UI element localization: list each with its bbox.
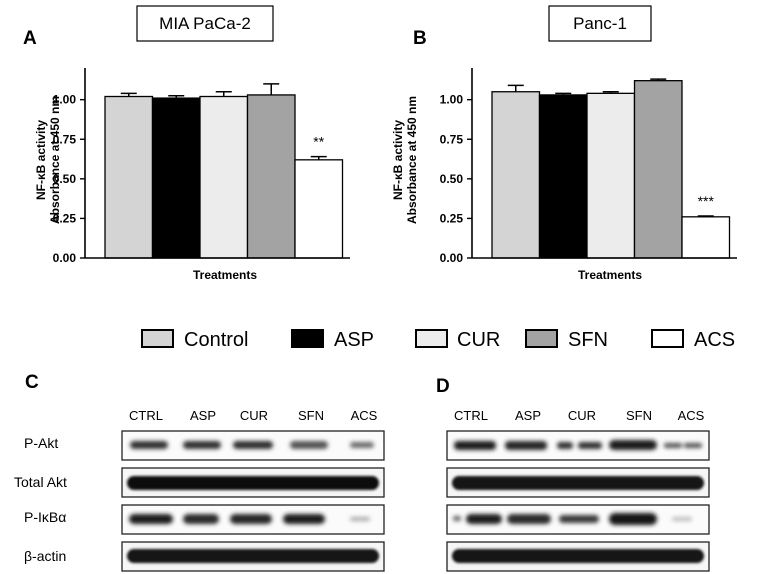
blot-d-row3-bands xyxy=(453,513,692,525)
blot-d-lane-asp: ASP xyxy=(515,408,541,423)
chart-a-ylabel-line1: NF-κB activity xyxy=(34,120,48,200)
blot-c-lane-cur: CUR xyxy=(240,408,268,423)
blot-band xyxy=(505,441,547,450)
blot-band-strip xyxy=(452,476,704,490)
blot-band xyxy=(230,514,272,524)
chart-b-ytick-label-3: 0.75 xyxy=(440,132,464,146)
blot-c-row3-bands xyxy=(129,514,370,524)
chart-b-ylabel-line1: NF-κB activity xyxy=(391,120,405,200)
blot-d-lane-cur: CUR xyxy=(568,408,596,423)
chart-a-ylabel-line2: Absorbance at 450 nm xyxy=(48,96,62,224)
chart-a-ytick-label-0: 0.00 xyxy=(53,251,77,265)
blot-c-lane-asp: ASP xyxy=(190,408,216,423)
legend-label-cur: CUR xyxy=(457,329,500,351)
blot-band-strip xyxy=(452,549,704,563)
blot-band xyxy=(466,514,502,524)
blot-c-row1-bands xyxy=(130,441,374,449)
blot-band xyxy=(454,441,496,450)
blot-band xyxy=(130,441,168,449)
chart-b-ytick-label-4: 1.00 xyxy=(440,93,464,107)
panel-letter-c: C xyxy=(25,372,39,393)
panel-letter-d: D xyxy=(436,376,450,397)
blot-band xyxy=(350,517,370,521)
chart-a: MIA PaCa-2 NF-κB activity Absorbance at … xyxy=(34,5,350,282)
chart-b: Panc-1 NF-κB activity Absorbance at 450 … xyxy=(391,5,737,282)
chart-b-ytick-label-0: 0.00 xyxy=(440,251,464,265)
western-blot-c: CTRL ASP CUR SFN ACS P-Akt Total Akt P-I… xyxy=(14,408,385,572)
panel-letter-a: A xyxy=(23,28,37,49)
blot-d-row1-bands xyxy=(454,440,702,450)
chart-b-title-box xyxy=(548,5,652,42)
blot-band xyxy=(290,441,328,449)
blot-c-lane-sfn: SFN xyxy=(298,408,324,423)
chart-a-bar-asp xyxy=(151,97,201,259)
chart-b-bar-acs xyxy=(681,216,731,259)
chart-a-ylabel: NF-κB activity Absorbance at 450 nm xyxy=(34,96,62,224)
chart-a-bar-cur xyxy=(199,95,249,259)
blot-d-lane-acs: ACS xyxy=(678,408,705,423)
legend-swatch-cur xyxy=(415,329,448,348)
chart-a-ytick-label-2: 0.50 xyxy=(53,172,77,186)
chart-a-xlabel: Treatments xyxy=(193,268,257,282)
blot-band xyxy=(609,440,657,450)
chart-a-title: MIA PaCa-2 xyxy=(159,14,251,33)
blot-band xyxy=(453,516,461,521)
chart-a-significance-acs: ** xyxy=(313,134,324,150)
chart-a-ytick-label-4: 1.00 xyxy=(53,93,77,107)
chart-b-ylabel: NF-κB activity Absorbance at 450 nm xyxy=(391,96,419,224)
blot-band-strip xyxy=(127,476,379,490)
blot-band xyxy=(559,515,599,523)
legend-swatch-sfn xyxy=(525,329,558,348)
chart-b-ytick-label-1: 0.25 xyxy=(440,211,464,225)
legend-label-acs: ACS xyxy=(694,329,735,351)
blot-band xyxy=(557,442,573,449)
blot-c-row-label-pikba: P-IκBα xyxy=(24,509,66,525)
legend-label-control: Control xyxy=(184,329,248,351)
blot-band xyxy=(507,514,551,524)
chart-b-bar-asp xyxy=(538,94,588,259)
chart-b-ytick-label-2: 0.50 xyxy=(440,172,464,186)
blot-band xyxy=(183,441,221,449)
legend-label-sfn: SFN xyxy=(568,329,608,351)
blot-c-row-label-bactin: β-actin xyxy=(24,548,66,564)
blot-c-lane-ctrl: CTRL xyxy=(129,408,163,423)
legend: Control ASP CUR SFN ACS xyxy=(141,329,735,351)
legend-swatch-control xyxy=(141,329,174,348)
chart-a-bar-acs xyxy=(294,159,344,259)
chart-a-ytick-label-3: 0.75 xyxy=(53,132,77,146)
chart-b-title: Panc-1 xyxy=(573,14,627,33)
blot-band xyxy=(672,517,692,521)
chart-b-bar-cur xyxy=(586,92,636,259)
blot-band xyxy=(578,442,602,449)
blot-band xyxy=(283,514,325,524)
chart-b-bar-control xyxy=(491,91,541,259)
blot-band xyxy=(664,443,682,448)
legend-swatch-asp xyxy=(291,329,324,348)
blot-band xyxy=(129,514,173,524)
blot-band xyxy=(183,514,219,524)
blot-band-strip xyxy=(127,549,379,563)
chart-b-ylabel-line2: Absorbance at 450 nm xyxy=(405,96,419,224)
panel-letter-b: B xyxy=(413,28,427,49)
blot-c-row-label-pakt: P-Akt xyxy=(24,435,58,451)
chart-a-bar-control xyxy=(104,95,154,259)
blot-d-lane-ctrl: CTRL xyxy=(454,408,488,423)
chart-a-ytick-label-1: 0.25 xyxy=(53,211,77,225)
blot-c-row-label-total-akt: Total Akt xyxy=(14,474,67,490)
blot-band xyxy=(350,442,374,448)
blot-c-lane-acs: ACS xyxy=(351,408,378,423)
blot-band xyxy=(684,443,702,448)
blot-band xyxy=(233,441,273,449)
legend-swatch-acs xyxy=(651,329,684,348)
blot-band xyxy=(609,513,657,525)
legend-label-asp: ASP xyxy=(334,329,374,351)
chart-a-bar-sfn xyxy=(246,94,296,259)
chart-b-bar-sfn xyxy=(633,80,683,259)
blot-d-lane-sfn: SFN xyxy=(626,408,652,423)
western-blot-d: CTRL ASP CUR SFN ACS xyxy=(446,408,710,572)
chart-a-title-box xyxy=(136,5,274,42)
chart-b-significance-acs: *** xyxy=(698,193,715,209)
chart-b-xlabel: Treatments xyxy=(578,268,642,282)
